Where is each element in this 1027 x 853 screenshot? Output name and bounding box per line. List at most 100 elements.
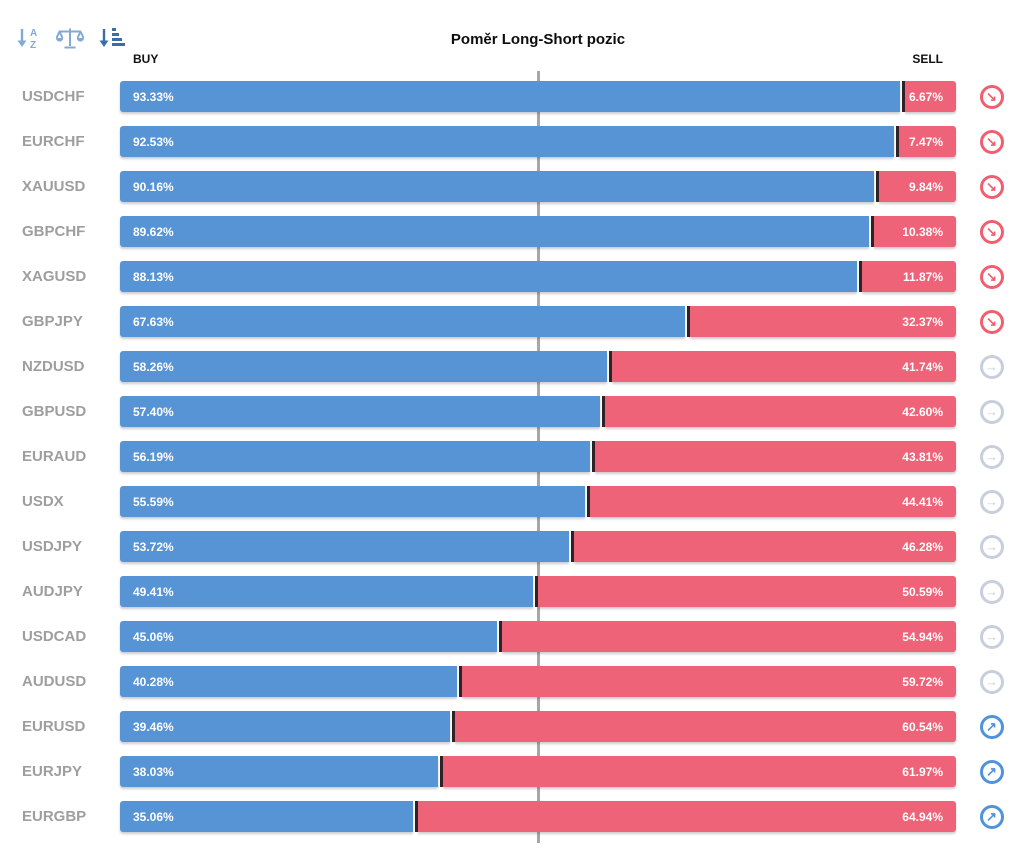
buy-percent-value: 58.26% [133,359,174,374]
table-row: XAGUSD 88.13% 11.87% ↘ [0,254,1027,299]
buy-bar-segment: 90.16% [120,171,874,202]
ratio-bar: 90.16% 9.84% [120,171,956,202]
trend-flat-icon[interactable]: → [979,354,1004,379]
trend-column: → [956,579,1027,604]
pair-label: USDX [22,493,64,510]
bar-divider [458,666,462,697]
buy-bar-segment: 56.19% [120,441,590,472]
ratio-bar: 49.41% 50.59% [120,576,956,607]
sell-percent-value: 32.37% [902,314,943,329]
trend-down-icon[interactable]: ↘ [979,219,1004,244]
sell-percent-value: 11.87% [902,269,943,284]
trend-down-icon[interactable]: ↘ [979,174,1004,199]
ratio-bar: 40.28% 59.72% [120,666,956,697]
trend-column: ↘ [956,129,1027,154]
buy-bar-segment: 45.06% [120,621,497,652]
bar-divider [498,621,502,652]
sell-column-header: SELL [912,52,943,66]
sell-percent-value: 50.59% [902,584,943,599]
buy-percent-value: 55.59% [133,494,174,509]
buy-percent-value: 49.41% [133,584,174,599]
sell-bar-segment: 6.67% [905,81,956,112]
ratio-bar: 57.40% 42.60% [120,396,956,427]
trend-down-icon[interactable]: ↘ [979,264,1004,289]
trend-flat-icon[interactable]: → [979,444,1004,469]
trend-down-icon[interactable]: ↘ [979,309,1004,334]
trend-up-icon[interactable]: ↗ [979,714,1004,739]
sort-amount-icon [99,28,125,47]
trend-column: → [956,534,1027,559]
trend-flat-icon[interactable]: → [979,489,1004,514]
table-row: AUDJPY 49.41% 50.59% → [0,569,1027,614]
ratio-bar: 89.62% 10.38% [120,216,956,247]
buy-percent-value: 67.63% [133,314,174,329]
sell-bar-segment: 64.94% [418,801,956,832]
sell-bar-segment: 61.97% [442,756,956,787]
buy-percent-value: 53.72% [133,539,174,554]
page-title: Poměr Long-Short pozic [450,31,626,48]
sort-alpha-button[interactable]: A Z [14,25,44,51]
svg-text:Z: Z [30,40,36,51]
pair-label: GBPCHF [22,223,86,240]
sell-percent-value: 59.72% [902,674,943,689]
balance-sort-button[interactable] [55,25,85,51]
table-row: GBPUSD 57.40% 42.60% → [0,389,1027,434]
sell-bar-segment: 60.54% [454,711,956,742]
trend-up-icon[interactable]: ↗ [979,759,1004,784]
sell-bar-segment: 43.81% [594,441,956,472]
buy-percent-value: 93.33% [133,89,174,104]
sort-amount-button[interactable] [96,25,126,51]
sell-bar-segment: 10.38% [874,216,956,247]
balance-scale-icon [55,28,85,49]
table-row: USDJPY 53.72% 46.28% → [0,524,1027,569]
ratio-bar: 38.03% 61.97% [120,756,956,787]
ratio-bar: 67.63% 32.37% [120,306,956,337]
sort-alpha-icon: A Z [17,28,37,51]
trend-column: ↘ [956,174,1027,199]
buy-column-header: BUY [133,52,159,66]
sell-bar-segment: 11.87% [861,261,956,292]
table-row: AUDUSD 40.28% 59.72% → [0,659,1027,704]
table-row: GBPCHF 89.62% 10.38% ↘ [0,209,1027,254]
bar-divider [535,576,539,607]
table-row: EURUSD 39.46% 60.54% ↗ [0,704,1027,749]
trend-column: ↗ [956,714,1027,739]
sell-percent-value: 64.94% [902,809,943,824]
trend-flat-icon[interactable]: → [979,399,1004,424]
trend-flat-icon[interactable]: → [979,534,1004,559]
trend-flat-icon[interactable]: → [979,669,1004,694]
trend-column: → [956,624,1027,649]
buy-percent-value: 56.19% [133,449,174,464]
buy-percent-value: 57.40% [133,404,174,419]
sell-percent-value: 44.41% [902,494,943,509]
bar-divider [586,486,590,517]
sell-percent-value: 41.74% [902,359,943,374]
ratio-bar: 55.59% 44.41% [120,486,956,517]
pair-label: EURAUD [22,448,87,465]
table-row: EURGBP 35.06% 64.94% ↗ [0,794,1027,839]
trend-down-icon[interactable]: ↘ [979,84,1004,109]
trend-down-icon[interactable]: ↘ [979,129,1004,154]
trend-column: ↗ [956,804,1027,829]
buy-percent-value: 45.06% [133,629,174,644]
buy-bar-segment: 53.72% [120,531,570,562]
trend-column: → [956,669,1027,694]
trend-flat-icon[interactable]: → [979,579,1004,604]
trend-up-icon[interactable]: ↗ [979,804,1004,829]
buy-bar-segment: 67.63% [120,306,686,337]
trend-column: → [956,354,1027,379]
trend-flat-icon[interactable]: → [979,624,1004,649]
bar-divider [591,441,595,472]
pair-label: EURJPY [22,763,83,780]
buy-percent-value: 89.62% [133,224,174,239]
sell-bar-segment: 59.72% [461,666,956,697]
table-row: EURCHF 92.53% 7.47% ↘ [0,119,1027,164]
buy-bar-segment: 40.28% [120,666,457,697]
bar-divider [687,306,691,337]
table-row: GBPJPY 67.63% 32.37% ↘ [0,299,1027,344]
trend-column: ↘ [956,264,1027,289]
buy-percent-value: 90.16% [133,179,174,194]
buy-bar-segment: 35.06% [120,801,414,832]
sell-percent-value: 46.28% [902,539,943,554]
ratio-bar: 56.19% 43.81% [120,441,956,472]
